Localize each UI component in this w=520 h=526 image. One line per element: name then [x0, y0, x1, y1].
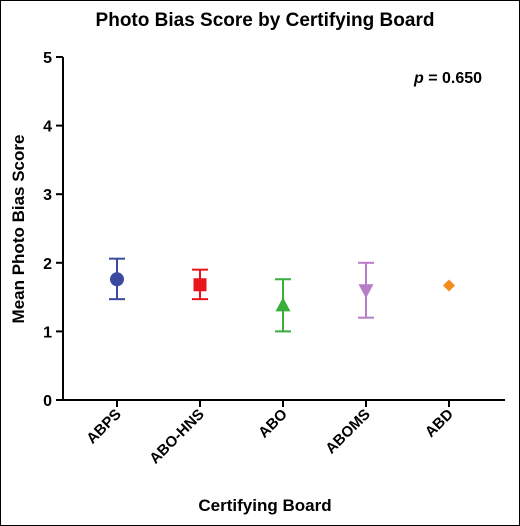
p-value: = 0.650 [424, 70, 482, 87]
y-tick-label: 2 [43, 256, 52, 273]
point-abps [109, 257, 125, 301]
mean-marker-square [193, 278, 207, 292]
y-tick-label: 4 [43, 119, 52, 136]
x-tick-label: ABO [255, 406, 291, 442]
mean-marker-diamond [443, 279, 455, 292]
p-value-annotation: p = 0.650 [413, 70, 482, 87]
mean-marker-triangle-down [358, 284, 374, 299]
x-tick-label: ABO-HNS [146, 406, 208, 468]
mean-marker-circle [110, 272, 124, 287]
point-aboms [358, 261, 374, 319]
data-points [109, 257, 455, 333]
x-tick-label: ABPS [83, 406, 124, 447]
y-tick-label: 1 [43, 324, 52, 341]
chart-title: Photo Bias Score by Certifying Board [96, 10, 435, 31]
x-tick-label: ABD [422, 406, 457, 441]
y-ticks: 0 1 2 3 4 5 [43, 50, 63, 410]
point-abo [275, 278, 291, 333]
point-abd [443, 279, 455, 292]
axes [62, 57, 505, 401]
x-ticks: ABPS ABO-HNS ABO ABOMS ABD [83, 400, 457, 467]
p-symbol: p [413, 70, 424, 87]
x-tick-label: ABOMS [322, 406, 374, 458]
y-tick-label: 5 [43, 50, 52, 67]
point-abo-hns [192, 268, 208, 301]
mean-marker-triangle-up [275, 297, 291, 312]
y-tick-label: 3 [43, 187, 52, 204]
y-axis-label: Mean Photo Bias Score [9, 135, 28, 324]
y-tick-label: 0 [43, 393, 52, 410]
x-axis-label: Certifying Board [198, 496, 331, 515]
